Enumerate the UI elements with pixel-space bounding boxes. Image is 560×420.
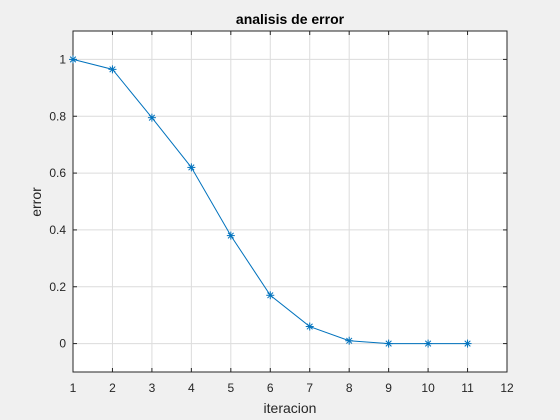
marker-stroke xyxy=(424,340,432,347)
axes xyxy=(72,30,508,373)
chart-title: analisis de error xyxy=(236,11,345,27)
x-tick-label: 8 xyxy=(346,381,353,395)
y-tick-label: 0.2 xyxy=(49,280,66,294)
x-tick-label: 12 xyxy=(500,381,514,395)
x-tick-label: 10 xyxy=(421,381,435,395)
marker-stroke xyxy=(227,232,234,239)
marker-stroke xyxy=(267,292,274,299)
data-point xyxy=(384,339,393,348)
data-point xyxy=(463,339,472,348)
data-point xyxy=(345,336,354,345)
series-group xyxy=(69,55,472,348)
data-point xyxy=(424,339,433,348)
data-point xyxy=(187,163,196,172)
y-tick-label: 1 xyxy=(59,52,66,66)
x-tick-label: 11 xyxy=(461,381,474,395)
marker-stroke xyxy=(148,114,156,121)
x-tick-label: 6 xyxy=(267,381,274,395)
marker-stroke xyxy=(188,164,195,171)
x-tick-label: 1 xyxy=(70,381,77,395)
marker-stroke xyxy=(464,340,471,347)
marker-stroke xyxy=(346,337,353,344)
data-point xyxy=(266,291,275,300)
marker-stroke xyxy=(385,340,392,347)
plot-area xyxy=(73,31,507,372)
marker-stroke xyxy=(69,56,77,63)
x-tick-label: 7 xyxy=(306,381,313,395)
data-point xyxy=(69,55,77,64)
y-axis-label: error xyxy=(28,187,44,217)
marker-stroke xyxy=(306,323,313,330)
x-axis-label: iteracion xyxy=(264,400,317,416)
y-tick-label: 0.8 xyxy=(49,109,66,123)
data-point xyxy=(108,65,117,74)
axes-box xyxy=(72,30,508,373)
x-tick-label: 5 xyxy=(227,381,234,395)
x-tick-label: 9 xyxy=(385,381,392,395)
marker-stroke xyxy=(109,66,116,73)
x-tick-label: 3 xyxy=(149,381,156,395)
y-tick-label: 0 xyxy=(59,337,66,351)
data-point xyxy=(226,231,235,240)
x-tick-label: 2 xyxy=(109,381,116,395)
y-tick-label: 0.4 xyxy=(49,223,66,237)
x-tick-label: 4 xyxy=(188,381,195,395)
y-tick-label: 0.6 xyxy=(49,166,66,180)
data-point xyxy=(147,113,156,122)
data-point xyxy=(305,322,314,331)
